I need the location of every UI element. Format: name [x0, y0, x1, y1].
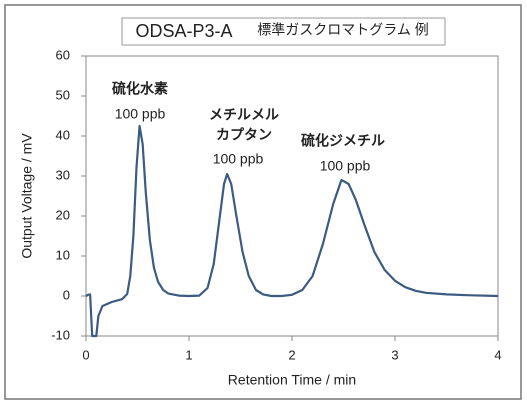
title-box: [121, 17, 446, 46]
x-tick-label: 4: [494, 347, 501, 362]
x-axis-label: Retention Time / min: [228, 372, 356, 388]
y-axis-label: Output Voltage / mV: [19, 133, 35, 259]
y-tick-label: 40: [56, 127, 70, 142]
y-tick-label: 10: [56, 247, 70, 262]
y-tick-label: -10: [51, 327, 70, 342]
x-tick-label: 1: [185, 347, 192, 362]
x-tick-label: 3: [391, 347, 398, 362]
chart-subtitle: 標準ガスクロマトグラム 例: [257, 22, 428, 38]
annotation: 100 ppb: [115, 106, 166, 122]
y-tick-label: 0: [63, 287, 70, 302]
annotation: 100 ppb: [213, 151, 264, 167]
annotation: カプタン: [216, 127, 272, 143]
annotation: メチルメル: [209, 107, 279, 123]
x-tick-label: 2: [288, 347, 295, 362]
annotation: 100 ppb: [320, 158, 371, 174]
line-series: [85, 124, 499, 338]
annotation: 硫化水素: [112, 81, 168, 97]
chart-title: ODSA-P3-A: [135, 21, 232, 41]
y-tick-label: 30: [56, 167, 70, 182]
frame: [4, 4, 522, 400]
y-tick-label: 20: [56, 207, 70, 222]
y-tick-label: 60: [56, 47, 70, 62]
x-tick-label: 0: [82, 347, 89, 362]
y-tick-label: 50: [56, 87, 70, 102]
annotation: 硫化ジメチル: [301, 133, 385, 149]
